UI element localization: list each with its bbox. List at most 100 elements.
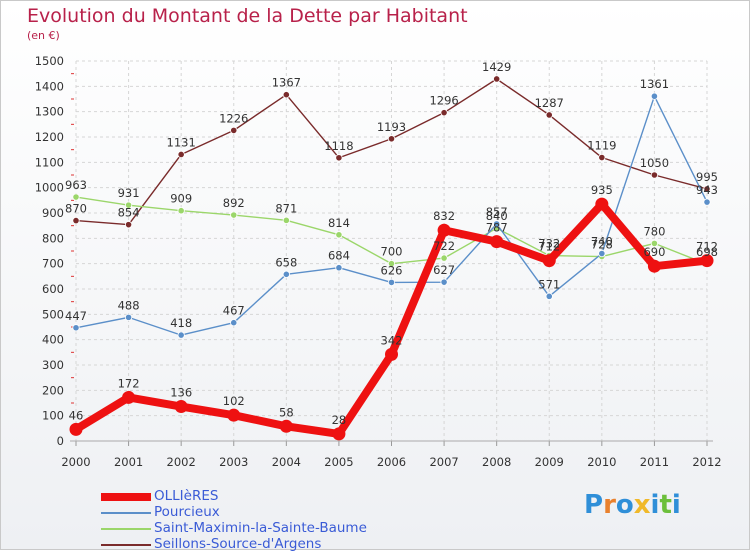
data-point — [650, 92, 659, 100]
data-point — [177, 150, 185, 159]
y-tick-label: 800 — [42, 231, 64, 245]
data-label: 1367 — [272, 76, 301, 90]
data-label: 871 — [275, 201, 297, 215]
data-point — [650, 171, 659, 179]
data-point — [490, 235, 504, 249]
data-point — [703, 185, 711, 193]
data-point — [72, 193, 80, 201]
data-label: 136 — [170, 386, 192, 400]
chart-subtitle: (en €) — [27, 29, 60, 42]
x-tick-label: 2003 — [219, 455, 248, 469]
data-point — [230, 126, 238, 135]
x-tick-label: 2012 — [692, 455, 721, 469]
data-point — [332, 427, 346, 441]
data-label: 1296 — [429, 94, 458, 108]
data-label: 857 — [486, 205, 508, 219]
y-tick-label: 900 — [42, 206, 64, 220]
data-point — [72, 324, 80, 332]
data-label: 1118 — [324, 139, 353, 153]
data-label: 488 — [118, 298, 140, 312]
data-point — [72, 217, 80, 225]
logo-letter: x — [633, 490, 651, 520]
legend-swatch — [101, 528, 151, 530]
legend-label: Saint-Maximin-la-Sainte-Baume — [154, 520, 367, 536]
logo-letter: t — [659, 490, 672, 520]
legend-swatch — [101, 544, 151, 546]
data-label: 1287 — [535, 96, 564, 110]
data-label: 46 — [69, 408, 84, 422]
data-label: 780 — [643, 224, 665, 238]
y-tick-label: 700 — [42, 257, 64, 271]
x-tick-label: 2002 — [167, 455, 196, 469]
data-point — [650, 239, 659, 247]
y-tick-label: 1500 — [35, 54, 64, 68]
data-point — [703, 198, 711, 206]
data-label: 627 — [433, 263, 455, 277]
data-label: 832 — [433, 209, 455, 223]
data-point — [440, 254, 448, 262]
data-point — [335, 231, 343, 239]
y-tick-label: 1400 — [35, 79, 64, 93]
data-label: 418 — [170, 316, 192, 330]
y-tick-label: 1300 — [35, 105, 64, 119]
data-label: 840 — [486, 209, 508, 223]
logo-letter: P — [584, 490, 604, 520]
data-label: 571 — [538, 277, 560, 291]
data-point — [335, 264, 343, 272]
x-tick-label: 2001 — [114, 455, 143, 469]
data-point — [122, 390, 136, 404]
data-label: 1361 — [640, 77, 669, 91]
data-point — [440, 278, 448, 286]
data-label: 722 — [433, 239, 455, 253]
x-tick-label: 2006 — [377, 455, 406, 469]
data-label: 712 — [538, 240, 560, 254]
data-label: 1193 — [377, 120, 406, 134]
data-point — [335, 154, 343, 162]
data-label: 102 — [223, 394, 245, 408]
legend-label: Pourcieux — [154, 504, 220, 520]
data-label: 690 — [643, 245, 665, 259]
data-label: 1131 — [167, 135, 196, 149]
data-point — [700, 254, 714, 268]
y-tick-label: 300 — [42, 358, 64, 372]
data-label: 931 — [118, 186, 140, 200]
data-labels: 46 172 136 102 58 28 342 832 787 712 935 690 712 447 4… — [65, 60, 718, 427]
data-label: 995 — [696, 170, 718, 184]
data-label: 700 — [381, 245, 403, 259]
data-label: 684 — [328, 249, 350, 263]
data-point — [230, 319, 238, 327]
data-point — [493, 75, 501, 83]
logo-letter: i — [650, 490, 660, 520]
y-tick-label: 600 — [42, 282, 64, 296]
y-tick-label: 200 — [42, 383, 64, 397]
data-point — [545, 292, 553, 300]
data-point — [230, 211, 238, 219]
x-tick-label: 2004 — [272, 455, 301, 469]
x-tick-label: 2010 — [587, 455, 616, 469]
y-tick-label: 1200 — [35, 130, 64, 144]
logo-letter: i — [671, 490, 681, 520]
axes: 0 100 200 300 400 500 600 700 800 900 1000 1100 1200… — [35, 54, 722, 469]
data-label: 909 — [170, 192, 192, 206]
legend-swatch — [101, 493, 151, 501]
legend-label: Seillons-Source-d'Argens — [154, 536, 322, 552]
data-label: 658 — [275, 255, 297, 269]
data-point — [387, 135, 396, 143]
x-tick-label: 2011 — [640, 455, 669, 469]
x-tick-label: 2009 — [535, 455, 564, 469]
x-tick-label: 2008 — [482, 455, 511, 469]
data-label: 740 — [591, 235, 613, 249]
data-point — [69, 422, 83, 436]
series-layer — [69, 75, 714, 441]
y-tick-label: 0 — [57, 434, 64, 448]
y-tick-label: 1100 — [35, 155, 64, 169]
data-label: 732 — [538, 237, 560, 251]
data-point — [177, 331, 185, 339]
y-tick-label: 400 — [42, 333, 64, 347]
data-label: 1119 — [587, 139, 616, 153]
data-point — [542, 254, 556, 268]
data-point — [598, 153, 606, 162]
data-label: 58 — [279, 405, 294, 419]
